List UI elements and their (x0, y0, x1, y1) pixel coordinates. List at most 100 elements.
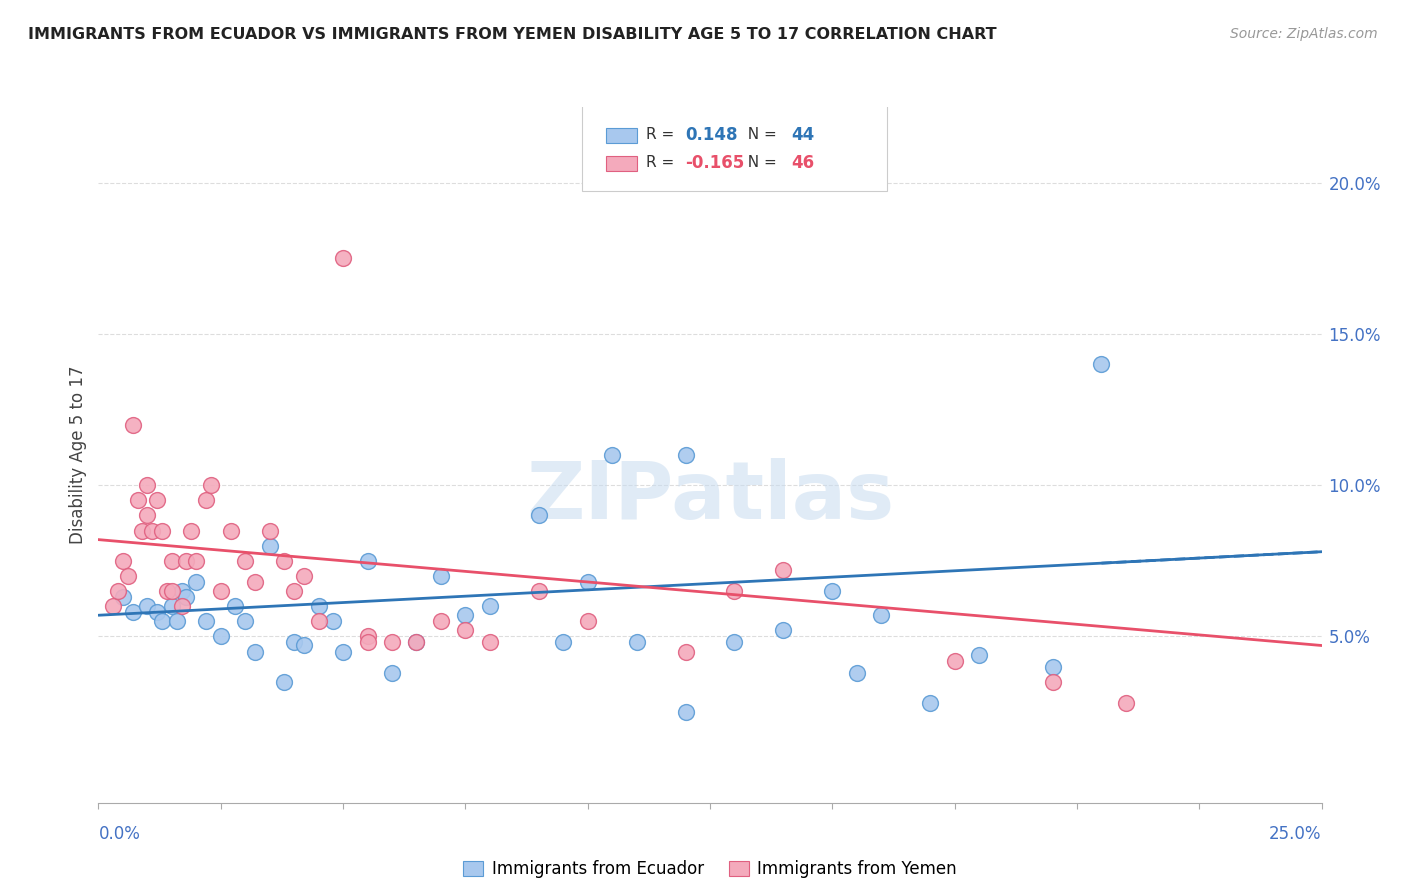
Text: Source: ZipAtlas.com: Source: ZipAtlas.com (1230, 27, 1378, 41)
Point (141, 524, 163, 538)
Point (121, 417, 143, 432)
Point (243, 574, 266, 589)
FancyBboxPatch shape (606, 156, 637, 171)
Point (259, 524, 281, 538)
Point (150, 615, 173, 629)
Point (127, 493, 149, 508)
Text: 25.0%: 25.0% (1270, 825, 1322, 843)
Point (675, 644, 697, 658)
Point (332, 252, 354, 266)
Text: ZIPatlas: ZIPatlas (526, 458, 894, 536)
Point (117, 569, 139, 583)
Point (576, 574, 599, 589)
Point (870, 608, 893, 623)
Point (209, 629, 232, 643)
Point (180, 524, 202, 538)
Point (821, 584, 844, 599)
Point (1090, 357, 1112, 371)
Point (723, 584, 745, 599)
Point (675, 448, 697, 462)
Text: R =: R = (647, 128, 679, 143)
Point (292, 569, 315, 583)
Point (308, 615, 330, 629)
Point (920, 696, 942, 710)
Point (186, 554, 208, 568)
Point (273, 554, 295, 568)
Point (553, 635, 575, 649)
Point (160, 599, 183, 614)
Point (146, 493, 169, 508)
Point (430, 569, 453, 583)
Point (101, 599, 124, 614)
Legend: Immigrants from Ecuador, Immigrants from Yemen: Immigrants from Ecuador, Immigrants from… (457, 854, 963, 885)
Point (209, 584, 232, 599)
Point (176, 590, 198, 604)
Point (107, 584, 129, 599)
Point (1042, 674, 1064, 689)
Text: 0.148: 0.148 (686, 126, 738, 144)
Text: IMMIGRANTS FROM ECUADOR VS IMMIGRANTS FROM YEMEN DISABILITY AGE 5 TO 17 CORRELAT: IMMIGRANTS FROM ECUADOR VS IMMIGRANTS FR… (28, 27, 997, 42)
Point (576, 615, 599, 629)
Point (772, 563, 794, 577)
Text: N =: N = (738, 155, 782, 170)
Point (150, 524, 173, 538)
Point (224, 599, 246, 614)
Point (273, 674, 295, 689)
Point (845, 665, 868, 680)
Point (527, 584, 550, 599)
Point (967, 648, 990, 662)
Y-axis label: Disability Age 5 to 17: Disability Age 5 to 17 (69, 366, 87, 544)
Point (527, 508, 550, 523)
Point (322, 615, 344, 629)
Point (170, 599, 193, 614)
Point (454, 608, 477, 623)
Point (121, 605, 143, 619)
Point (430, 615, 453, 629)
Point (156, 584, 179, 599)
Point (478, 599, 501, 614)
Point (176, 554, 198, 568)
Point (160, 554, 183, 568)
Text: R =: R = (647, 155, 679, 170)
Point (136, 478, 159, 492)
FancyBboxPatch shape (582, 103, 887, 191)
FancyBboxPatch shape (606, 128, 637, 144)
Point (478, 635, 501, 649)
Point (166, 615, 188, 629)
Point (405, 635, 427, 649)
Text: N =: N = (738, 128, 782, 143)
Point (381, 635, 404, 649)
Point (283, 635, 305, 649)
Point (259, 539, 281, 553)
Point (136, 508, 159, 523)
Point (292, 639, 315, 653)
Point (356, 554, 378, 568)
Point (381, 665, 404, 680)
Point (332, 644, 354, 658)
Text: 44: 44 (790, 126, 814, 144)
Point (356, 629, 378, 643)
Point (1042, 659, 1064, 673)
Point (626, 635, 648, 649)
Point (723, 635, 745, 649)
Point (943, 654, 966, 668)
Point (111, 590, 134, 604)
Point (233, 554, 256, 568)
Point (356, 635, 378, 649)
Point (219, 524, 242, 538)
Point (308, 599, 330, 614)
Point (136, 599, 159, 614)
Point (186, 574, 208, 589)
Point (283, 584, 305, 599)
Text: -0.165: -0.165 (686, 153, 745, 171)
Point (195, 615, 218, 629)
Point (146, 605, 169, 619)
Text: 46: 46 (790, 153, 814, 171)
Point (200, 478, 222, 492)
Point (170, 584, 193, 599)
Point (405, 635, 427, 649)
Point (111, 554, 134, 568)
Point (243, 644, 266, 658)
Point (195, 493, 218, 508)
Point (454, 624, 477, 638)
